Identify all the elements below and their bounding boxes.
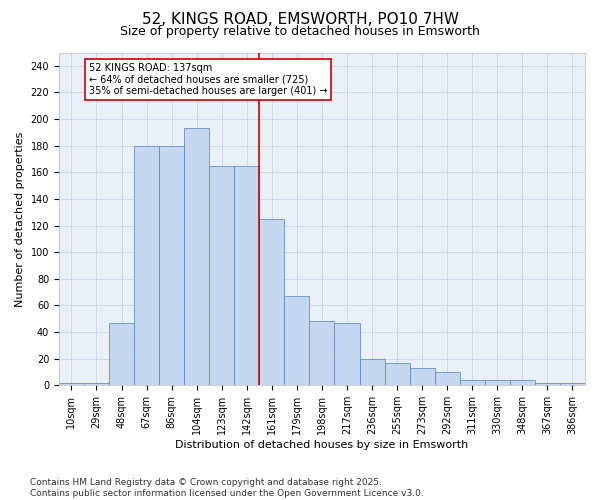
Text: Contains HM Land Registry data © Crown copyright and database right 2025.
Contai: Contains HM Land Registry data © Crown c… bbox=[30, 478, 424, 498]
Bar bbox=[310, 322, 334, 385]
Bar bbox=[159, 146, 184, 385]
Bar bbox=[385, 362, 410, 385]
Bar bbox=[234, 166, 259, 385]
Bar bbox=[209, 166, 234, 385]
Y-axis label: Number of detached properties: Number of detached properties bbox=[15, 131, 25, 306]
Bar bbox=[334, 322, 359, 385]
Bar bbox=[184, 128, 209, 385]
Bar bbox=[259, 219, 284, 385]
Bar bbox=[134, 146, 159, 385]
Bar bbox=[485, 380, 510, 385]
X-axis label: Distribution of detached houses by size in Emsworth: Distribution of detached houses by size … bbox=[175, 440, 469, 450]
Bar bbox=[359, 358, 385, 385]
Bar bbox=[109, 322, 134, 385]
Text: 52 KINGS ROAD: 137sqm
← 64% of detached houses are smaller (725)
35% of semi-det: 52 KINGS ROAD: 137sqm ← 64% of detached … bbox=[89, 63, 328, 96]
Bar bbox=[410, 368, 434, 385]
Bar bbox=[535, 382, 560, 385]
Text: 52, KINGS ROAD, EMSWORTH, PO10 7HW: 52, KINGS ROAD, EMSWORTH, PO10 7HW bbox=[142, 12, 458, 28]
Bar bbox=[460, 380, 485, 385]
Bar bbox=[434, 372, 460, 385]
Bar bbox=[59, 382, 84, 385]
Text: Size of property relative to detached houses in Emsworth: Size of property relative to detached ho… bbox=[120, 25, 480, 38]
Bar bbox=[560, 382, 585, 385]
Bar bbox=[84, 382, 109, 385]
Bar bbox=[284, 296, 310, 385]
Bar bbox=[510, 380, 535, 385]
